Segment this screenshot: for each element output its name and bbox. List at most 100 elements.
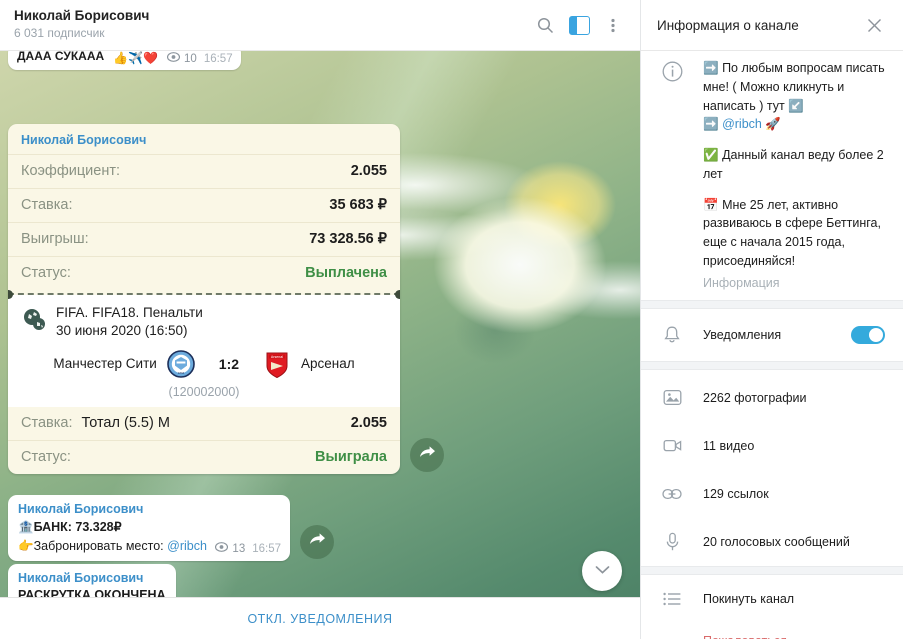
chevron-down-icon: [595, 562, 610, 580]
arsenal-crest-icon: Arsenal: [263, 350, 291, 378]
search-icon: [537, 17, 554, 34]
more-menu-button[interactable]: [596, 8, 630, 42]
close-panel-button[interactable]: [857, 8, 891, 42]
author-name: Николай Борисович: [18, 571, 144, 585]
info-panel-header: Информация о канале: [641, 0, 903, 51]
arrow-right-icon: ➡️: [703, 60, 719, 75]
message-emoji: 👍✈️❤️: [113, 51, 159, 66]
mute-notifications-label: Откл. уведомления: [247, 611, 393, 626]
svg-text:Arsenal: Arsenal: [271, 355, 283, 359]
search-button[interactable]: [528, 8, 562, 42]
report-row[interactable]: Пожаловаться: [641, 623, 903, 639]
forward-button[interactable]: [300, 525, 334, 560]
list-item[interactable]: Николай Борисович 🏦БАНК: 73.328₽ 👉Заброн…: [8, 495, 334, 562]
rocket-icon: 🚀: [765, 116, 781, 132]
message-list[interactable]: ДААА СУКААА 👍✈️❤️ 10 16:57 Николай Бори: [0, 51, 640, 597]
mention-link[interactable]: @ribch: [722, 117, 762, 132]
media-row-label: 2262 фотографии: [703, 390, 807, 405]
message-text: ДААА СУКААА: [17, 51, 105, 63]
channel-about-section: ➡️ По любым вопросам писать мне! ( Можно…: [641, 51, 903, 300]
bet-odds-label: Коэффициент:: [21, 163, 121, 179]
table-row: Ставка: 35 683 ₽: [8, 188, 400, 222]
bell-icon: [641, 325, 703, 345]
list-item[interactable]: Николай Борисович РАСКРУТКА ОКОНЧЕНА ! 7…: [8, 564, 220, 597]
message-author: Николай Борисович: [8, 124, 400, 154]
views-icon: [166, 52, 181, 65]
mention-link[interactable]: @ribch: [167, 538, 207, 553]
calendar-icon: 📅: [703, 196, 719, 212]
about-line-3-text: Данный канал веду более 2 лет: [703, 148, 884, 181]
media-row-photos[interactable]: 2262 фотографии: [641, 374, 903, 422]
bet-slip-card[interactable]: Николай Борисович Коэффициент: 2.055 Ста…: [8, 124, 400, 474]
svg-text:1894: 1894: [177, 371, 184, 375]
media-row-videos[interactable]: 11 видео: [641, 422, 903, 470]
match-code: (120002000): [168, 384, 240, 399]
timestamp: 16:57: [252, 542, 281, 555]
away-team-name: Арсенал: [301, 356, 355, 372]
message-meta: 13 16:57: [215, 542, 281, 555]
check-mark-icon: ✅: [703, 147, 719, 162]
selection-status-label: Статус:: [21, 448, 71, 465]
list-icon: [641, 592, 703, 606]
status-badge: Выплачена: [305, 265, 387, 281]
soccer-ball-icon: [21, 306, 47, 337]
notifications-toggle[interactable]: [851, 325, 885, 344]
list-item[interactable]: Николай Борисович Коэффициент: 2.055 Ста…: [8, 124, 444, 474]
bank-line: 🏦БАНК: 73.328₽: [18, 518, 281, 537]
views-icon: [215, 542, 229, 555]
match-league: FIFA. FIFA18. Пенальти: [56, 305, 203, 320]
list-item[interactable]: ДААА СУКААА 👍✈️❤️ 10 16:57: [8, 51, 241, 71]
divider: [641, 565, 903, 575]
match-score: 1:2: [218, 355, 240, 372]
media-row-links[interactable]: 129 ссылок: [641, 470, 903, 518]
forward-arrow-icon: [419, 445, 436, 465]
pointing-hand-icon: 👉: [18, 537, 34, 553]
arrow-down-left-icon: ↙️: [788, 97, 804, 113]
message-bubble-final[interactable]: Николай Борисович РАСКРУТКА ОКОНЧЕНА ! 7…: [8, 564, 176, 597]
chat-header: Николай Борисович 6 031 подписчик: [0, 0, 640, 51]
final-title: РАСКРУТКА ОКОНЧЕНА !: [18, 587, 166, 597]
info-panel-body: ➡️ По любым вопросам писать мне! ( Можно…: [641, 51, 903, 639]
bet-payout-value: 73 328.56 ₽: [309, 231, 387, 247]
channel-about-text[interactable]: ➡️ По любым вопросам писать мне! ( Можно…: [703, 59, 889, 290]
info-circle-icon: [641, 59, 703, 290]
leave-channel-row[interactable]: Покинуть канал: [641, 575, 903, 623]
notifications-row[interactable]: Уведомления: [641, 309, 903, 361]
table-row: Ставка: Тотал (5.5) М 2.055: [8, 407, 400, 440]
bet-stake-value: 35 683 ₽: [329, 197, 387, 213]
link-icon: [641, 487, 703, 501]
about-line-4: 📅 Мне 25 лет, активно развиваюсь в сфере…: [703, 196, 889, 271]
chat-header-titles[interactable]: Николай Борисович 6 031 подписчик: [14, 8, 149, 41]
table-row: Статус: Выплачена: [8, 256, 400, 290]
about-caption: Информация: [703, 275, 780, 290]
close-icon: [867, 18, 882, 33]
reserve-text: Забронировать место:: [33, 538, 164, 553]
media-row-voice[interactable]: 20 голосовых сообщений: [641, 518, 903, 566]
message-meta: 10 16:57: [166, 52, 233, 65]
scroll-to-bottom-button[interactable]: [582, 551, 622, 591]
bank-amount: БАНК: 73.328₽: [33, 519, 122, 534]
photo-icon: [641, 388, 703, 407]
subscriber-count: 6 031 подписчик: [14, 26, 105, 41]
match-meta: FIFA. FIFA18. Пенальти 30 июня 2020 (16:…: [56, 304, 203, 340]
match-section: FIFA. FIFA18. Пенальти 30 июня 2020 (16:…: [8, 295, 400, 407]
message-bubble-bank[interactable]: Николай Борисович 🏦БАНК: 73.328₽ 👉Заброн…: [8, 495, 290, 562]
bank-icon: 🏦: [18, 518, 34, 534]
about-line-1: ➡️ По любым вопросам писать мне! ( Можно…: [703, 59, 889, 115]
chat-pane: Николай Борисович 6 031 подписчик: [0, 0, 640, 639]
bet-status-label: Статус:: [21, 265, 71, 281]
view-count: 10: [184, 52, 197, 65]
selection-odds: 2.055: [350, 414, 387, 431]
teams-row: Манчестер Сити 1894 1:2 Arsenal Арсенал: [21, 349, 387, 378]
divider-perforated: [8, 290, 400, 299]
selection-label: Ставка:: [21, 414, 73, 431]
mute-notifications-button[interactable]: Откл. уведомления: [0, 597, 640, 639]
media-row-label: 129 ссылок: [703, 486, 769, 501]
home-team-name: Манчестер Сити: [53, 356, 157, 372]
toggle-info-panel-button[interactable]: [562, 8, 596, 42]
message-bubble-truncated[interactable]: ДААА СУКААА 👍✈️❤️ 10 16:57: [8, 51, 241, 71]
table-row: Коэффициент: 2.055: [8, 154, 400, 188]
forward-button[interactable]: [410, 437, 444, 472]
more-vertical-icon: [611, 17, 615, 34]
